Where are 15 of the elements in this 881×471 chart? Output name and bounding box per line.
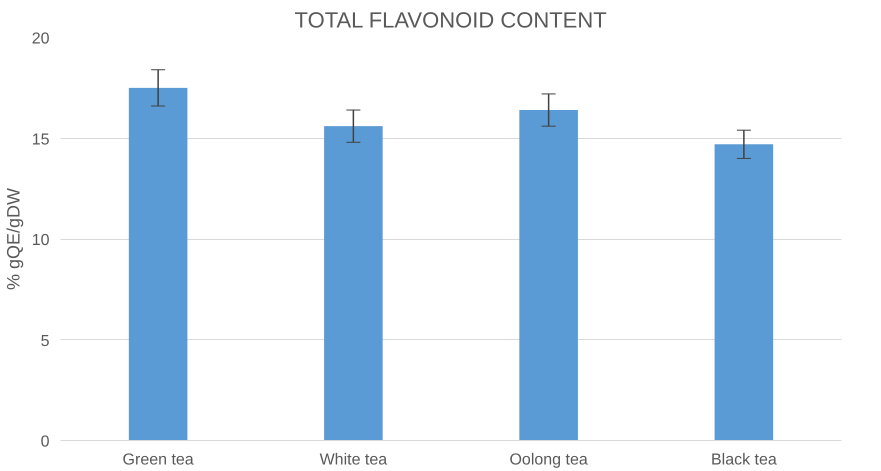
y-tick-label: 15 [32,131,50,148]
bar [128,88,188,440]
chart-title: TOTAL FLAVONOID CONTENT [294,8,607,32]
bar [519,110,578,440]
x-tick-label: White tea [320,452,388,468]
y-tick-label: 0 [40,434,50,450]
y-tick-label: 5 [40,332,50,350]
bar [324,126,383,440]
x-tick-label: Green tea [122,452,194,468]
y-axis-title: % gQE/gDW [4,188,24,290]
x-tick-label: Oolong tea [509,452,588,468]
y-tick-label: 10 [32,232,50,249]
y-tick-label: 20 [32,30,50,48]
bar [714,144,774,440]
x-tick-label: Black tea [710,452,777,468]
